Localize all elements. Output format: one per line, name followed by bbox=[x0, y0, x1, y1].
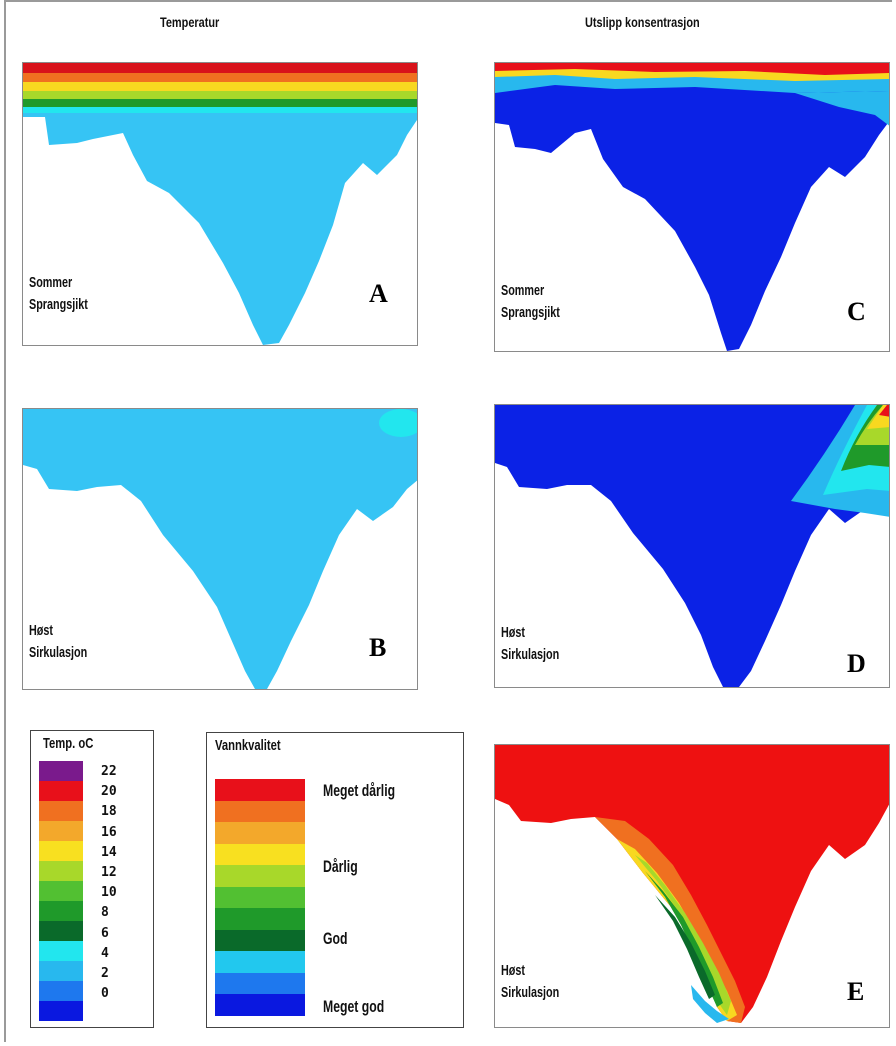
temperature-tick-label: 4 bbox=[101, 945, 109, 961]
water-quality-swatch bbox=[215, 972, 305, 995]
water-quality-swatch bbox=[215, 865, 305, 887]
water-quality-swatch bbox=[215, 822, 305, 844]
panel-b-season: Høst bbox=[29, 622, 54, 639]
temperature-swatch bbox=[39, 801, 83, 821]
temperature-tick-label: 20 bbox=[101, 784, 117, 800]
temperature-tick-label: 2 bbox=[101, 966, 109, 981]
temperature-tick-label: 0 bbox=[101, 986, 109, 1002]
water-quality-swatch bbox=[215, 779, 305, 801]
temperature-tick-label: 14 bbox=[101, 844, 117, 860]
temperature-tick-label: 6 bbox=[101, 925, 109, 941]
temperature-swatch bbox=[39, 921, 83, 941]
panel-a-map bbox=[23, 63, 417, 345]
panel-b-map bbox=[23, 409, 417, 689]
panel-d-season: Høst bbox=[501, 624, 526, 641]
temperature-tick-label: 22 bbox=[101, 764, 117, 779]
panel-b-letter: B bbox=[369, 633, 387, 662]
panel-d-layer: Sirkulasjon bbox=[501, 646, 560, 663]
temperature-swatch bbox=[39, 881, 83, 901]
panel-e-map bbox=[495, 745, 889, 1023]
figure-frame bbox=[4, 0, 892, 1042]
panel-e-autumn-outlet: Høst Sirkulasjon E bbox=[494, 744, 890, 1028]
temperature-legend: Temp. oC 22 20 18 16 14 12 10 8 6 4 2 0 bbox=[30, 730, 154, 1028]
panel-e-season: Høst bbox=[501, 962, 526, 979]
water-quality-swatch bbox=[215, 800, 305, 823]
temperature-swatch bbox=[39, 821, 83, 841]
water-quality-swatch bbox=[215, 951, 305, 973]
temperature-legend-title: Temp. oC bbox=[43, 735, 94, 752]
panel-a-summer-temperature: Sommer Sprangsjikt A bbox=[22, 62, 418, 346]
panel-a-layer: Sprangsjikt bbox=[29, 296, 88, 313]
temperature-swatch bbox=[39, 781, 83, 801]
temperature-swatch bbox=[39, 901, 83, 921]
water-quality-swatch bbox=[215, 908, 305, 930]
panel-d-autumn-concentration: Høst Sirkulasjon D bbox=[494, 404, 890, 688]
quality-label-poor: Dårlig bbox=[323, 857, 358, 876]
quality-label-very-good: Meget god bbox=[323, 997, 385, 1016]
panel-e-layer: Sirkulasjon bbox=[501, 984, 560, 1001]
panel-c-summer-concentration: Sommer Sprangsjikt C bbox=[494, 62, 890, 352]
panel-c-season: Sommer bbox=[501, 282, 545, 299]
water-quality-swatch bbox=[215, 886, 305, 909]
water-quality-legend: Vannkvalitet Meget dårlig Dårlig God Meg… bbox=[206, 732, 464, 1028]
quality-label-very-poor: Meget dårlig bbox=[323, 781, 396, 800]
temperature-swatch bbox=[39, 861, 83, 881]
temperature-tick-label: 8 bbox=[101, 905, 109, 921]
temperature-swatch bbox=[39, 941, 83, 961]
right-column-title: Utslipp konsentrasjon bbox=[585, 14, 700, 30]
panel-d-map bbox=[495, 405, 889, 687]
temperature-tick-label: 18 bbox=[101, 804, 117, 820]
temperature-swatch bbox=[39, 961, 83, 981]
panel-e-letter: E bbox=[847, 977, 865, 1006]
temperature-swatch bbox=[39, 841, 83, 861]
panel-b-layer: Sirkulasjon bbox=[29, 644, 88, 661]
panel-c-layer: Sprangsjikt bbox=[501, 304, 560, 321]
water-quality-swatch bbox=[215, 994, 305, 1016]
temperature-tick-label: 16 bbox=[101, 824, 117, 840]
temperature-swatch bbox=[39, 761, 83, 781]
water-quality-legend-title: Vannkvalitet bbox=[215, 737, 281, 754]
panel-c-letter: C bbox=[847, 297, 866, 326]
panel-d-letter: D bbox=[847, 649, 866, 678]
temperature-tick-label: 10 bbox=[101, 885, 117, 901]
left-column-title: Temperatur bbox=[160, 14, 220, 30]
panel-c-map bbox=[495, 63, 889, 351]
quality-label-good: God bbox=[323, 929, 348, 948]
panel-a-letter: A bbox=[369, 279, 388, 308]
temperature-swatch bbox=[39, 1001, 83, 1021]
temperature-tick-label: 12 bbox=[101, 865, 117, 880]
panel-a-season: Sommer bbox=[29, 274, 73, 291]
temperature-swatch bbox=[39, 981, 83, 1001]
water-quality-swatch bbox=[215, 843, 305, 866]
water-quality-swatch bbox=[215, 929, 305, 952]
panel-b-autumn-temperature: Høst Sirkulasjon B bbox=[22, 408, 418, 690]
